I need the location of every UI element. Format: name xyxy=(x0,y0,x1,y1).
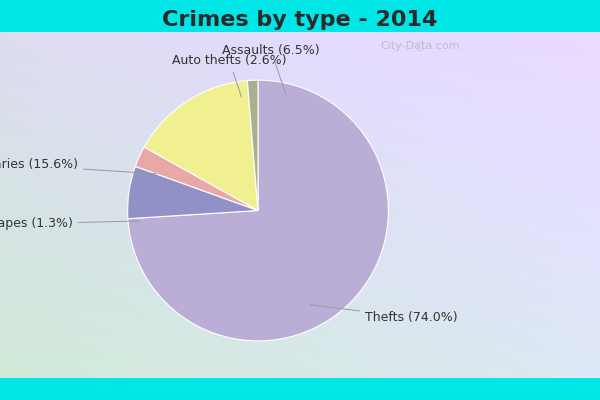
Wedge shape xyxy=(136,147,258,210)
Text: Assaults (6.5%): Assaults (6.5%) xyxy=(222,44,320,94)
Text: Burglaries (15.6%): Burglaries (15.6%) xyxy=(0,158,156,174)
Text: Crimes by type - 2014: Crimes by type - 2014 xyxy=(163,10,437,30)
Text: Auto thefts (2.6%): Auto thefts (2.6%) xyxy=(172,54,287,97)
Text: City-Data.com: City-Data.com xyxy=(380,41,460,51)
Text: Thefts (74.0%): Thefts (74.0%) xyxy=(310,305,458,324)
Text: ⓘ: ⓘ xyxy=(417,41,424,51)
Wedge shape xyxy=(144,80,258,210)
Wedge shape xyxy=(247,80,258,210)
Wedge shape xyxy=(128,80,388,341)
Wedge shape xyxy=(128,166,258,219)
Text: Rapes (1.3%): Rapes (1.3%) xyxy=(0,217,139,230)
